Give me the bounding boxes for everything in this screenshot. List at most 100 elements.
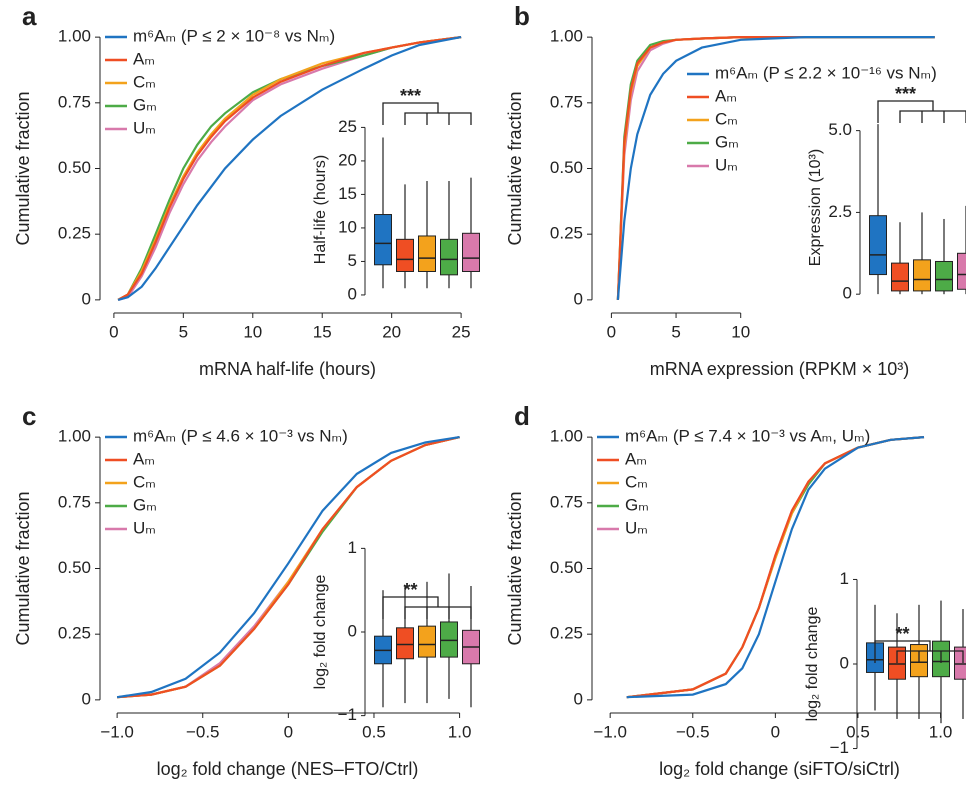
cdf-line (117, 36, 462, 301)
y-tick-label: 0.25 (58, 224, 91, 243)
inset-y-title: log₂ fold change (312, 575, 329, 690)
significance-label: ** (895, 624, 909, 644)
box (888, 646, 906, 680)
box (935, 260, 953, 292)
x-tick-label: 0.5 (362, 722, 386, 741)
x-tick-label: 0 (284, 722, 293, 741)
box (396, 238, 414, 272)
x-tick-label: 1.0 (929, 722, 953, 741)
box (957, 252, 966, 290)
x-tick-label: 0 (607, 322, 616, 341)
x-axis-title: log₂ fold change (siFTO/siCtrl) (659, 759, 900, 779)
x-tick-label: 5 (671, 322, 680, 341)
y-tick-label: 0 (82, 289, 91, 308)
significance-bracket (382, 102, 472, 125)
panel-label: a (22, 1, 37, 31)
y-tick-label: 0.75 (550, 492, 583, 511)
x-tick-label: 10 (243, 322, 262, 341)
inset-y-tick-label: 0 (348, 284, 357, 303)
significance-label: ** (403, 580, 417, 600)
legend-label: Aₘ (715, 86, 737, 105)
y-axis-title: Cumulative fraction (13, 491, 33, 645)
inset-y-tick-label: 0 (840, 653, 849, 672)
significance-bracket (382, 596, 472, 619)
legend-label: Aₘ (133, 49, 155, 68)
y-tick-label: 0 (574, 689, 583, 708)
legend-label: Cₘ (133, 72, 156, 91)
legend-label: Gₘ (715, 132, 739, 151)
cdf-line (616, 36, 935, 300)
box (440, 621, 458, 658)
panel-label: d (514, 401, 530, 431)
y-tick-label: 0.25 (58, 624, 91, 643)
y-tick-label: 0.75 (58, 492, 91, 511)
inset-y-tick-label: 0 (843, 284, 852, 303)
legend-label: Gₘ (133, 495, 157, 514)
inset-y-tick-label: 0 (348, 621, 357, 640)
legend-label: m⁶Aₘ (P ≤ 4.6 × 10⁻³ vs Nₘ) (133, 426, 348, 445)
box (869, 215, 887, 276)
y-tick-label: 0.50 (550, 558, 583, 577)
legend-label: Aₘ (133, 449, 155, 468)
legend-label: Uₘ (625, 518, 648, 537)
inset-y-tick-label: −1 (338, 705, 357, 724)
significance-bracket (877, 100, 966, 123)
x-tick-label: −1.0 (593, 722, 627, 741)
x-tick-label: 20 (382, 322, 401, 341)
box (913, 259, 931, 292)
inset-y-tick-label: 5 (348, 251, 357, 270)
y-axis-title: Cumulative fraction (505, 491, 525, 645)
y-tick-label: 1.00 (58, 427, 91, 446)
legend-label: Cₘ (715, 109, 738, 128)
cdf-line (117, 36, 462, 301)
box (374, 214, 392, 266)
legend-label: m⁶Aₘ (P ≤ 2.2 × 10⁻¹⁶ vs Nₘ) (715, 63, 937, 82)
inset-y-tick-label: 2.5 (828, 202, 852, 221)
inset-y-title: log₂ fold change (804, 607, 821, 722)
y-tick-label: 0 (574, 289, 583, 308)
y-tick-label: 1.00 (58, 27, 91, 46)
box (462, 232, 480, 272)
legend-label: m⁶Aₘ (P ≤ 7.4 × 10⁻³ vs Aₘ, Uₘ) (625, 426, 870, 445)
panel-label: b (514, 1, 530, 31)
y-tick-label: 0.25 (550, 224, 583, 243)
y-tick-label: 0.50 (58, 158, 91, 177)
y-tick-label: 0.75 (58, 92, 91, 111)
inset-y-title: Half-life (hours) (312, 155, 329, 264)
y-tick-label: 0.25 (550, 624, 583, 643)
cdf-line (116, 436, 460, 699)
x-axis-title: mRNA half-life (hours) (199, 359, 376, 379)
box (954, 646, 966, 680)
significance-bracket (874, 640, 964, 663)
legend-label: Gₘ (133, 95, 157, 114)
x-tick-label: 1.0 (448, 722, 472, 741)
legend-label: Cₘ (625, 472, 648, 491)
inset-y-tick-label: 10 (338, 217, 357, 236)
inset-y-tick-label: 1 (348, 538, 357, 557)
y-tick-label: 0.75 (550, 92, 583, 111)
y-tick-label: 1.00 (550, 27, 583, 46)
cdf-line (626, 436, 925, 699)
x-tick-label: −0.5 (186, 722, 220, 741)
cdf-line (616, 36, 935, 300)
significance-label: *** (400, 86, 421, 106)
legend-label: Aₘ (625, 449, 647, 468)
x-tick-label: 0 (771, 722, 780, 741)
inset-y-tick-label: 25 (338, 117, 357, 136)
legend-label: Uₘ (715, 155, 738, 174)
legend-label: Uₘ (133, 118, 156, 137)
legend-label: Cₘ (133, 472, 156, 491)
cdf-line (117, 436, 460, 699)
inset-y-tick-label: 5.0 (828, 120, 852, 139)
inset-y-title: Expression (10³) (807, 149, 824, 266)
inset-y-tick-label: 15 (338, 184, 357, 203)
legend-label: Gₘ (625, 495, 649, 514)
box (440, 238, 458, 276)
x-tick-label: −0.5 (676, 722, 710, 741)
box (891, 262, 909, 292)
x-tick-label: 0.5 (846, 722, 870, 741)
significance-label: *** (895, 84, 916, 104)
x-tick-label: 15 (313, 322, 332, 341)
panel-label: c (22, 401, 36, 431)
y-axis-title: Cumulative fraction (13, 91, 33, 245)
